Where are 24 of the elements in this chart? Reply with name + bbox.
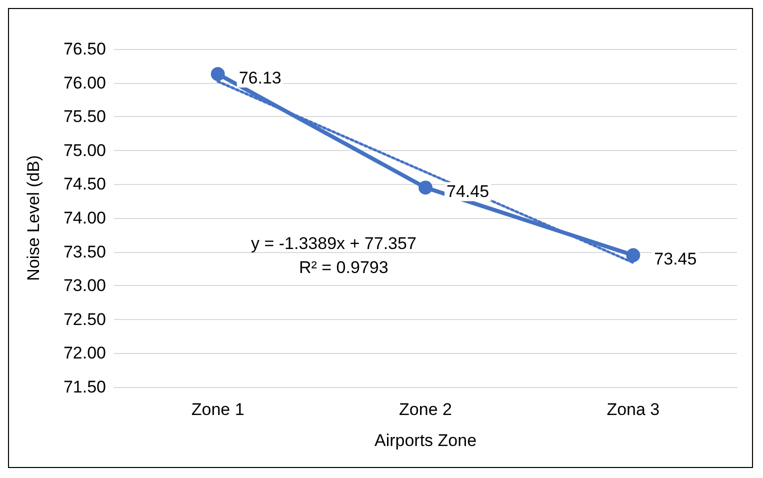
y-tick-label: 73.00 <box>63 276 106 296</box>
x-tick-label: Zone 1 <box>191 400 244 419</box>
y-tick-label: 72.50 <box>63 310 106 329</box>
x-tick-label: Zona 3 <box>606 400 660 419</box>
annotation: y = -1.3389x + 77.357 <box>251 234 416 253</box>
y-tick-label: 75.00 <box>63 140 106 160</box>
data-label: 73.45 <box>654 250 697 269</box>
y-tick-label: 71.50 <box>63 378 106 396</box>
point <box>210 67 225 82</box>
y-tick-label: 75.50 <box>63 107 106 126</box>
x-axis-title: Airports Zone <box>374 431 477 450</box>
data-label: 74.45 <box>446 182 490 202</box>
point <box>418 180 432 195</box>
x-tick-label: Zone 2 <box>399 400 452 419</box>
y-tick-label: 76.00 <box>63 73 106 92</box>
y-tick-label: 74.50 <box>63 174 106 194</box>
y-tick-label: 76.50 <box>63 40 106 58</box>
y-axis-title: Noise Level (dB) <box>24 155 43 281</box>
point <box>626 248 640 262</box>
y-tick-label: 72.00 <box>63 344 106 363</box>
annotation: R² = 0.9793 <box>299 258 388 277</box>
y-tick-label: 73.50 <box>63 242 106 262</box>
data-label: 76.13 <box>238 68 282 88</box>
y-tick-label: 74.00 <box>63 208 106 228</box>
